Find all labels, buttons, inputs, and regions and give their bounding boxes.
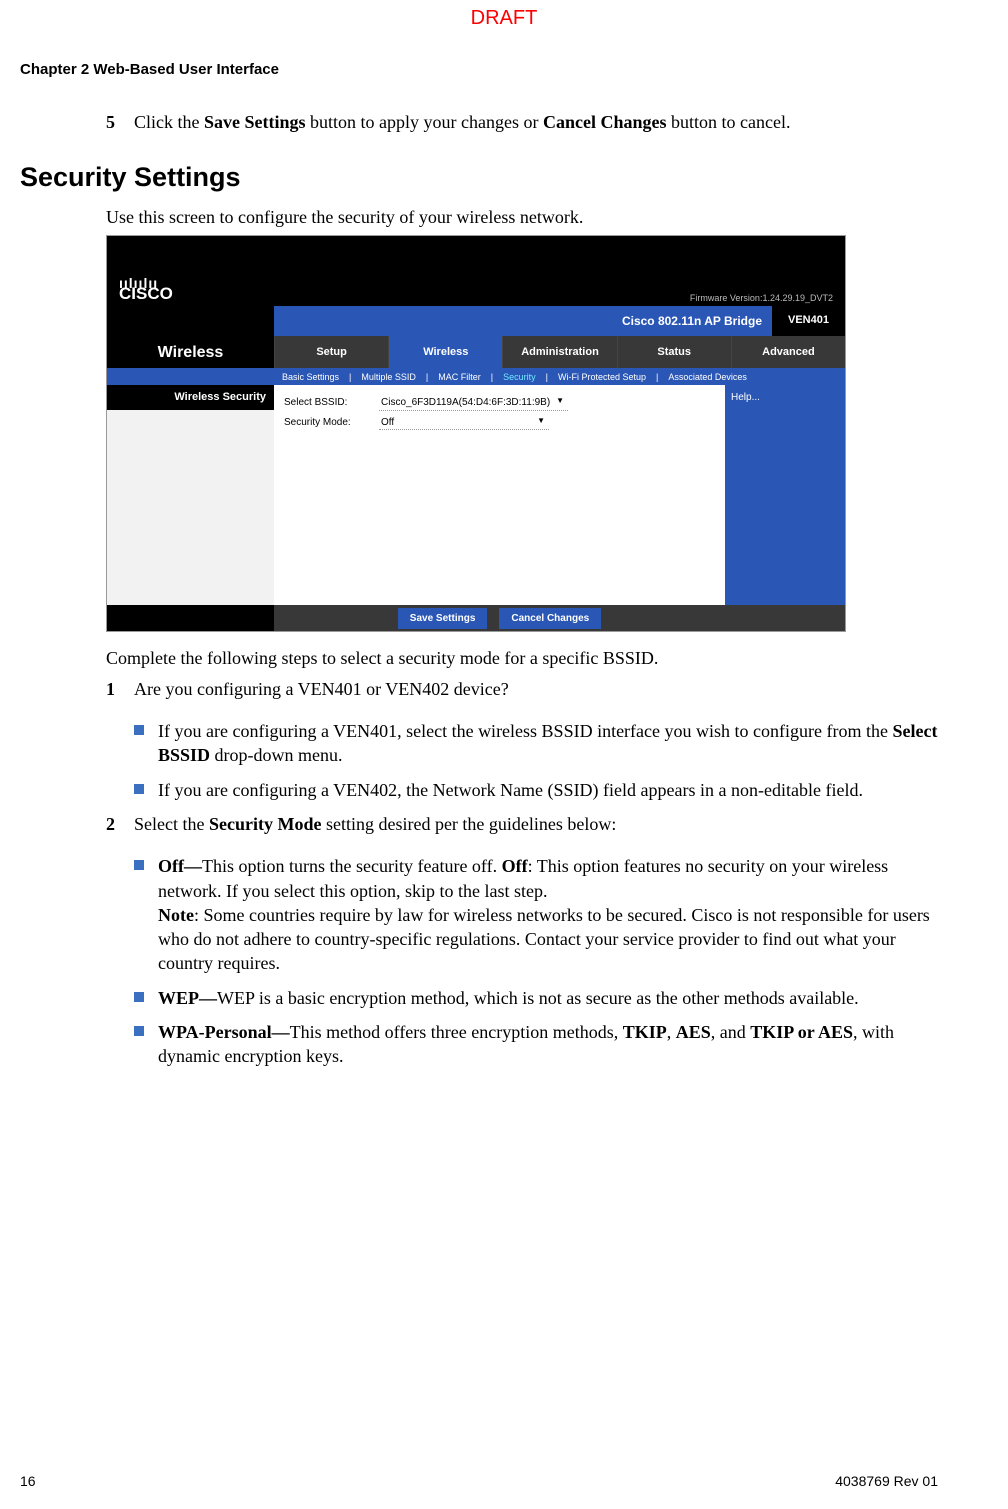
- bullet-wpa-personal: WPA-Personal—This method offers three en…: [158, 1020, 938, 1069]
- bullet-icon: [134, 992, 144, 1002]
- subnav-security[interactable]: Security: [498, 371, 541, 383]
- cisco-logo: ıılıılıı CISCO: [119, 279, 173, 305]
- bssid-dropdown[interactable]: Cisco_6F3D119A(54:D4:6F:3D:11:9B) ▼: [379, 395, 568, 411]
- save-settings-button[interactable]: Save Settings: [398, 608, 488, 630]
- screenshot-topbar: ıılıılıı CISCO Firmware Version:1.24.29.…: [107, 236, 845, 306]
- page-number: 16: [20, 1472, 36, 1491]
- chapter-header: Chapter 2 Web-Based User Interface: [20, 60, 938, 80]
- tab-wireless[interactable]: Wireless: [388, 336, 502, 368]
- device-title: Cisco 802.11n AP Bridge: [274, 306, 772, 336]
- step-1-body: Are you configuring a VEN401 or VEN402 d…: [134, 677, 938, 701]
- draft-watermark: DRAFT: [0, 5, 1008, 32]
- bullet-ven401: If you are configuring a VEN401, select …: [158, 719, 938, 768]
- chevron-down-icon: ▼: [556, 396, 564, 410]
- chevron-down-icon: ▼: [537, 416, 545, 430]
- screenshot-container: ıılıılıı CISCO Firmware Version:1.24.29.…: [106, 235, 846, 632]
- section-intro: Use this screen to configure the securit…: [106, 205, 938, 229]
- step-5-body: Click the Save Settings button to apply …: [134, 110, 938, 134]
- section-heading-security: Security Settings: [20, 159, 938, 195]
- tab-administration[interactable]: Administration: [502, 336, 616, 368]
- subnav-mac-filter[interactable]: MAC Filter: [433, 371, 486, 383]
- subnav-basic[interactable]: Basic Settings: [277, 371, 344, 383]
- form-area: Select BSSID: Cisco_6F3D119A(54:D4:6F:3D…: [274, 385, 725, 605]
- subnav-associated[interactable]: Associated Devices: [663, 371, 752, 383]
- left-column: Wireless Security: [107, 385, 274, 605]
- help-link[interactable]: Help...: [731, 392, 760, 403]
- screenshot-bottombar: Save Settings Cancel Changes: [107, 605, 845, 631]
- bullet-wep: WEP—WEP is a basic encryption method, wh…: [158, 986, 938, 1010]
- step-number-2: 2: [106, 812, 134, 836]
- help-panel: Help...: [725, 385, 845, 605]
- nav-label-wireless: Wireless: [107, 336, 274, 368]
- subnav: Basic Settings| Multiple SSID| MAC Filte…: [107, 368, 845, 385]
- step-2-body: Select the Security Mode setting desired…: [134, 812, 938, 836]
- mode-dropdown[interactable]: Off ▼: [379, 415, 549, 431]
- page-footer: 16 4038769 Rev 01: [20, 1472, 938, 1491]
- bullet-icon: [134, 860, 144, 870]
- left-col-header: Wireless Security: [107, 385, 274, 410]
- mode-label: Security Mode:: [284, 416, 379, 430]
- subnav-wps[interactable]: Wi-Fi Protected Setup: [553, 371, 651, 383]
- step-number-1: 1: [106, 677, 134, 701]
- bssid-label: Select BSSID:: [284, 396, 379, 410]
- doc-rev: 4038769 Rev 01: [835, 1472, 938, 1491]
- tab-setup[interactable]: Setup: [274, 336, 388, 368]
- bullet-off: Off—This option turns the security featu…: [158, 854, 938, 975]
- bullet-icon: [134, 1026, 144, 1036]
- bullet-icon: [134, 725, 144, 735]
- subnav-multiple-ssid[interactable]: Multiple SSID: [356, 371, 421, 383]
- tab-advanced[interactable]: Advanced: [731, 336, 845, 368]
- device-model: VEN401: [772, 306, 845, 336]
- cancel-changes-button[interactable]: Cancel Changes: [499, 608, 601, 630]
- firmware-version: Firmware Version:1.24.29.19_DVT2: [690, 292, 833, 304]
- screenshot-content: Wireless Security Select BSSID: Cisco_6F…: [107, 385, 845, 605]
- bullet-ven402: If you are configuring a VEN402, the Net…: [158, 778, 938, 802]
- nav-row: Wireless Setup Wireless Administration S…: [107, 336, 845, 368]
- tab-status[interactable]: Status: [617, 336, 731, 368]
- after-shot-text: Complete the following steps to select a…: [106, 646, 938, 670]
- screenshot-titlebar: Cisco 802.11n AP Bridge VEN401: [107, 306, 845, 336]
- bullet-icon: [134, 784, 144, 794]
- step-number-5: 5: [106, 110, 134, 134]
